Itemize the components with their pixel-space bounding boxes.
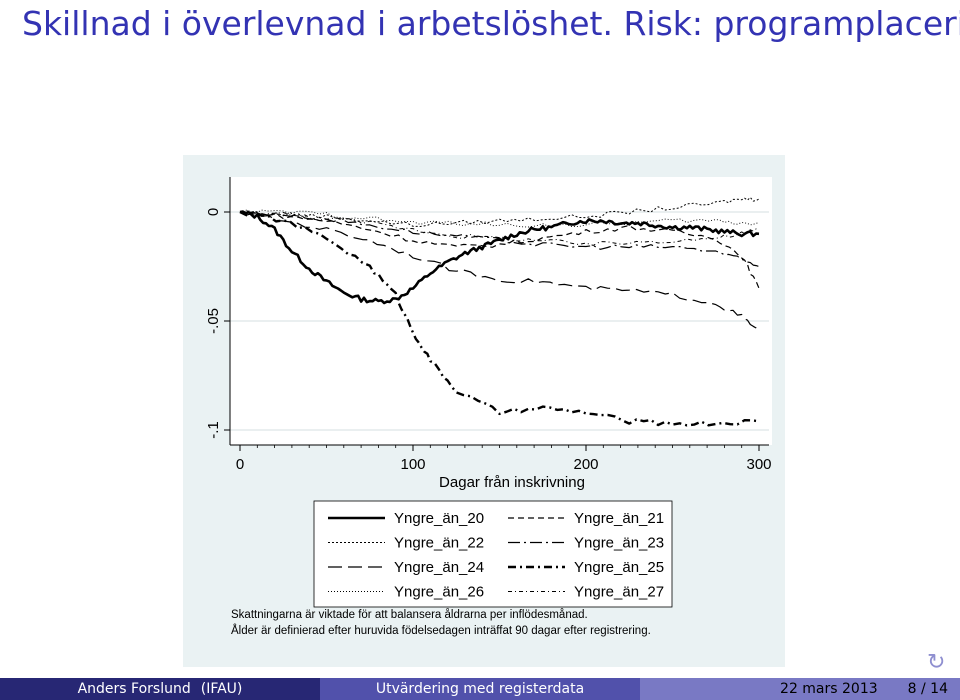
legend-label-2: Yngre_än_22 xyxy=(394,535,484,552)
legend-label-5: Yngre_än_25 xyxy=(574,559,664,576)
legend-label-4: Yngre_än_24 xyxy=(394,559,484,576)
series-line-1 xyxy=(239,211,760,289)
footer-page-number: 8 / 14 xyxy=(907,681,948,697)
grid-lines xyxy=(230,211,769,431)
footer-date-section: 22 mars 2013 8 / 14 xyxy=(640,678,960,700)
x-axis-label: Dagar från inskrivning xyxy=(439,474,585,491)
series-line-0 xyxy=(239,210,760,305)
navigation-return-icon[interactable]: ↻ xyxy=(927,650,946,675)
x-tick-label-3: 300 xyxy=(746,456,771,473)
footer-author: Anders Forslund xyxy=(77,681,191,697)
survival-difference-chart: 0 -.05 -.1 0 100 200 300 Dagar från inskrivnin… xyxy=(205,177,772,608)
legend-label-3: Yngre_än_23 xyxy=(574,535,664,552)
legend-label-6: Yngre_än_26 xyxy=(394,584,484,601)
series-line-3 xyxy=(239,210,760,268)
footer-institute: (IFAU) xyxy=(200,681,243,697)
y-tick-label-1: -.05 xyxy=(205,308,222,334)
legend: Yngre_än_20 Yngre_än_21 Yngre_än_22 Yngre_ä… xyxy=(313,500,673,608)
x-tick-label-0: 0 xyxy=(236,456,244,473)
slide-title: Skillnad i överlevnad i arbetslöshet. Ri… xyxy=(22,4,960,43)
axes: 0 -.05 -.1 0 100 200 300 xyxy=(205,177,772,473)
y-tick-label-0: 0 xyxy=(205,208,222,216)
series-line-4 xyxy=(239,211,760,333)
series-line-2 xyxy=(239,196,760,227)
plot-area xyxy=(230,177,772,445)
footer-author-section: Anders Forslund (IFAU) xyxy=(0,678,320,700)
series-line-6 xyxy=(239,209,760,228)
legend-label-7: Yngre_än_27 xyxy=(574,584,664,601)
footer: Anders Forslund (IFAU) Utvärdering med r… xyxy=(0,678,960,700)
series-lines xyxy=(239,196,760,427)
y-tick-label-2: -.1 xyxy=(205,421,222,439)
footer-talk-title: Utvärdering med registerdata xyxy=(320,678,640,700)
legend-label-1: Yngre_än_21 xyxy=(574,510,664,527)
x-tick-label-2: 200 xyxy=(573,456,598,473)
footer-date: 22 mars 2013 xyxy=(780,681,878,697)
note-age-definition: Ålder är definierad efter huruvida födel… xyxy=(231,625,651,637)
series-line-5 xyxy=(239,210,760,427)
note-weighting: Skattningarna är viktade för att balanse… xyxy=(231,609,588,621)
legend-label-0: Yngre_än_20 xyxy=(394,510,484,527)
x-tick-label-1: 100 xyxy=(400,456,425,473)
